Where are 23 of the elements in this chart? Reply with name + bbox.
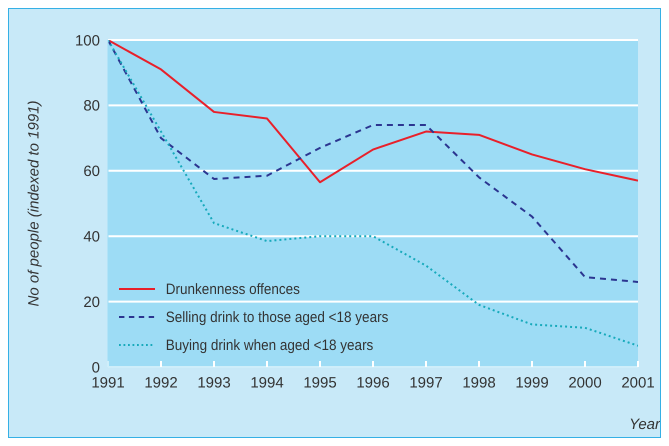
line-series (108, 40, 638, 184)
y-tick-label: 20 (83, 294, 100, 311)
y-tick-label: 100 (74, 32, 100, 50)
x-tick-label: 1994 (250, 374, 284, 392)
y-tick-label: 0 (92, 359, 100, 376)
legend-label: Selling drink to those aged <18 years (166, 308, 388, 326)
x-tick-label: 1999 (515, 374, 549, 392)
y-tick-label: 40 (83, 228, 100, 246)
legend-label: Buying drink when aged <18 years (166, 336, 374, 354)
x-tick-label: 1992 (144, 374, 178, 392)
x-tick-label: 1996 (356, 374, 390, 392)
x-tick-label: 1998 (462, 374, 496, 392)
x-tick-label: 1991 (91, 374, 125, 392)
y-tick-label: 60 (83, 163, 100, 180)
x-tick-label: 1997 (409, 374, 443, 392)
y-tick-label: 80 (83, 98, 100, 115)
x-tick-label: 2001 (621, 374, 655, 392)
line-series (108, 40, 638, 283)
x-tick-label: 1993 (197, 374, 231, 392)
x-tick-label: 1995 (303, 374, 337, 392)
legend-label: Drunkenness offences (166, 280, 300, 298)
x-tick-label: 2000 (568, 374, 602, 392)
y-axis-title: No of people (indexed to 1991) (25, 100, 42, 306)
